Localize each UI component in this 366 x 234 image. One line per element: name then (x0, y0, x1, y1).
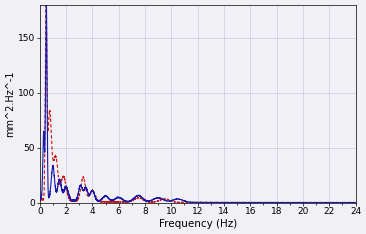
X-axis label: Frequency (Hz): Frequency (Hz) (158, 219, 237, 229)
Y-axis label: mm^2.Hz^-1: mm^2.Hz^-1 (5, 70, 15, 137)
